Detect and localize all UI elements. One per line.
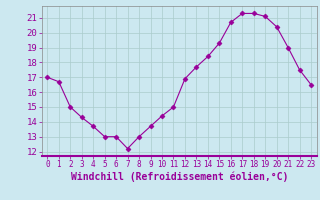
X-axis label: Windchill (Refroidissement éolien,°C): Windchill (Refroidissement éolien,°C) bbox=[70, 172, 288, 182]
